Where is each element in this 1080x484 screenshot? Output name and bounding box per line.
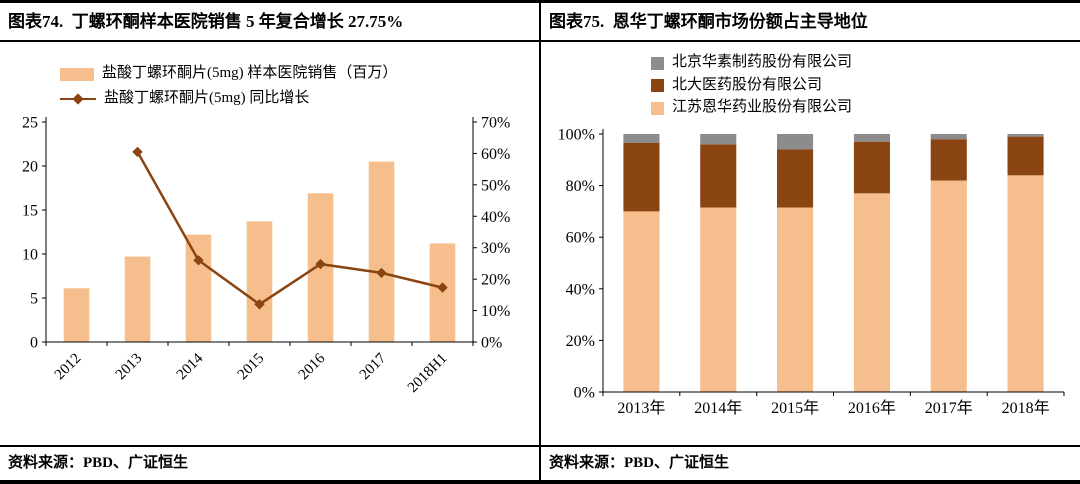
chart74-legend: 盐酸丁螺环酮片(5mg) 样本医院销售（百万） 盐酸丁螺环酮片(5mg) 同比增… bbox=[60, 64, 539, 108]
svg-text:40%: 40% bbox=[566, 281, 595, 298]
panel-divider bbox=[539, 3, 541, 480]
svg-text:60%: 60% bbox=[566, 230, 595, 247]
legend-item-beida: 北大医药股份有限公司 bbox=[651, 76, 1080, 96]
svg-text:0: 0 bbox=[30, 335, 38, 352]
svg-text:2017: 2017 bbox=[357, 351, 390, 384]
svg-text:60%: 60% bbox=[481, 146, 510, 163]
right-panel: 图表75. 恩华丁螺环酮市场份额占主导地位 北京华素制药股份有限公司 北大医药股… bbox=[541, 3, 1080, 480]
svg-text:10%: 10% bbox=[481, 303, 510, 320]
chart74-plot: 0 5 10 15 20 25 0% 10% 20% 30% 40% 50% 60% 70% 2012 201… bbox=[22, 115, 510, 397]
chart74-body: 盐酸丁螺环酮片(5mg) 样本医院销售（百万） 盐酸丁螺环酮片(5mg) 同比增… bbox=[0, 42, 539, 445]
svg-text:2013: 2013 bbox=[113, 351, 146, 384]
legend-label-enhua: 江苏恩华药业股份有限公司 bbox=[672, 99, 853, 116]
svg-text:25: 25 bbox=[22, 115, 38, 132]
svg-text:0%: 0% bbox=[574, 384, 595, 401]
chart74-source: 资料来源：PBD、广证恒生 bbox=[0, 445, 539, 480]
svg-text:50%: 50% bbox=[481, 178, 510, 195]
svg-text:2016年: 2016年 bbox=[848, 399, 896, 417]
svg-text:40%: 40% bbox=[481, 209, 510, 226]
chart74-title: 图表74. 丁螺环酮样本医院销售 5 年复合增长 27.75% bbox=[0, 3, 539, 43]
legend-label-beida: 北大医药股份有限公司 bbox=[672, 76, 823, 93]
huasu-swatch bbox=[651, 56, 664, 70]
svg-text:2013年: 2013年 bbox=[617, 399, 665, 417]
legend-item-enhua: 江苏恩华药业股份有限公司 bbox=[651, 98, 1080, 118]
svg-text:2015: 2015 bbox=[235, 351, 268, 384]
svg-text:100%: 100% bbox=[558, 126, 595, 143]
chart75-title: 图表75. 恩华丁螺环酮市场份额占主导地位 bbox=[541, 3, 1080, 43]
chart75-body: 北京华素制药股份有限公司 北大医药股份有限公司 江苏恩华药业股份有限公司 0% 2… bbox=[541, 42, 1080, 445]
svg-text:2018H1: 2018H1 bbox=[405, 351, 450, 396]
legend-item-sales-bar: 盐酸丁螺环酮片(5mg) 样本医院销售（百万） bbox=[60, 64, 539, 84]
svg-text:70%: 70% bbox=[481, 115, 510, 132]
svg-text:80%: 80% bbox=[566, 178, 595, 195]
chart75-legend: 北京华素制药股份有限公司 北大医药股份有限公司 江苏恩华药业股份有限公司 bbox=[651, 53, 1080, 118]
svg-text:20%: 20% bbox=[566, 333, 595, 350]
beida-swatch bbox=[651, 79, 664, 93]
bar-series-swatch bbox=[60, 67, 94, 81]
svg-text:0%: 0% bbox=[481, 335, 502, 352]
svg-text:20: 20 bbox=[22, 159, 38, 176]
left-panel: 图表74. 丁螺环酮样本医院销售 5 年复合增长 27.75% 盐酸丁螺环酮片(… bbox=[0, 3, 539, 480]
svg-text:2015年: 2015年 bbox=[771, 399, 819, 417]
svg-text:10: 10 bbox=[22, 247, 38, 264]
legend-label-huasu: 北京华素制药股份有限公司 bbox=[672, 54, 853, 71]
line-series-swatch bbox=[60, 92, 96, 105]
svg-text:5: 5 bbox=[30, 291, 38, 308]
svg-text:30%: 30% bbox=[481, 241, 510, 258]
chart75-plot: 0% 20% 40% 60% 80% 100% 2013年 2014年 2015年 2016年 20… bbox=[558, 126, 1065, 417]
svg-text:2014: 2014 bbox=[174, 351, 207, 384]
legend-item-growth-line: 盐酸丁螺环酮片(5mg) 同比增长 bbox=[60, 89, 539, 109]
svg-text:2012: 2012 bbox=[52, 351, 85, 384]
svg-text:2018年: 2018年 bbox=[1002, 399, 1050, 417]
enhua-swatch bbox=[651, 101, 664, 115]
legend-label-growth: 盐酸丁螺环酮片(5mg) 同比增长 bbox=[104, 89, 310, 106]
svg-text:2017年: 2017年 bbox=[925, 399, 973, 417]
legend-label-sales: 盐酸丁螺环酮片(5mg) 样本医院销售（百万） bbox=[102, 65, 398, 82]
diamond-marker-icon bbox=[72, 92, 84, 105]
chart75-source: 资料来源：PBD、广证恒生 bbox=[541, 445, 1080, 480]
legend-item-huasu: 北京华素制药股份有限公司 bbox=[651, 53, 1080, 73]
svg-text:2014年: 2014年 bbox=[694, 399, 742, 417]
svg-text:2016: 2016 bbox=[296, 351, 329, 384]
svg-text:15: 15 bbox=[22, 203, 38, 220]
svg-text:20%: 20% bbox=[481, 272, 510, 289]
